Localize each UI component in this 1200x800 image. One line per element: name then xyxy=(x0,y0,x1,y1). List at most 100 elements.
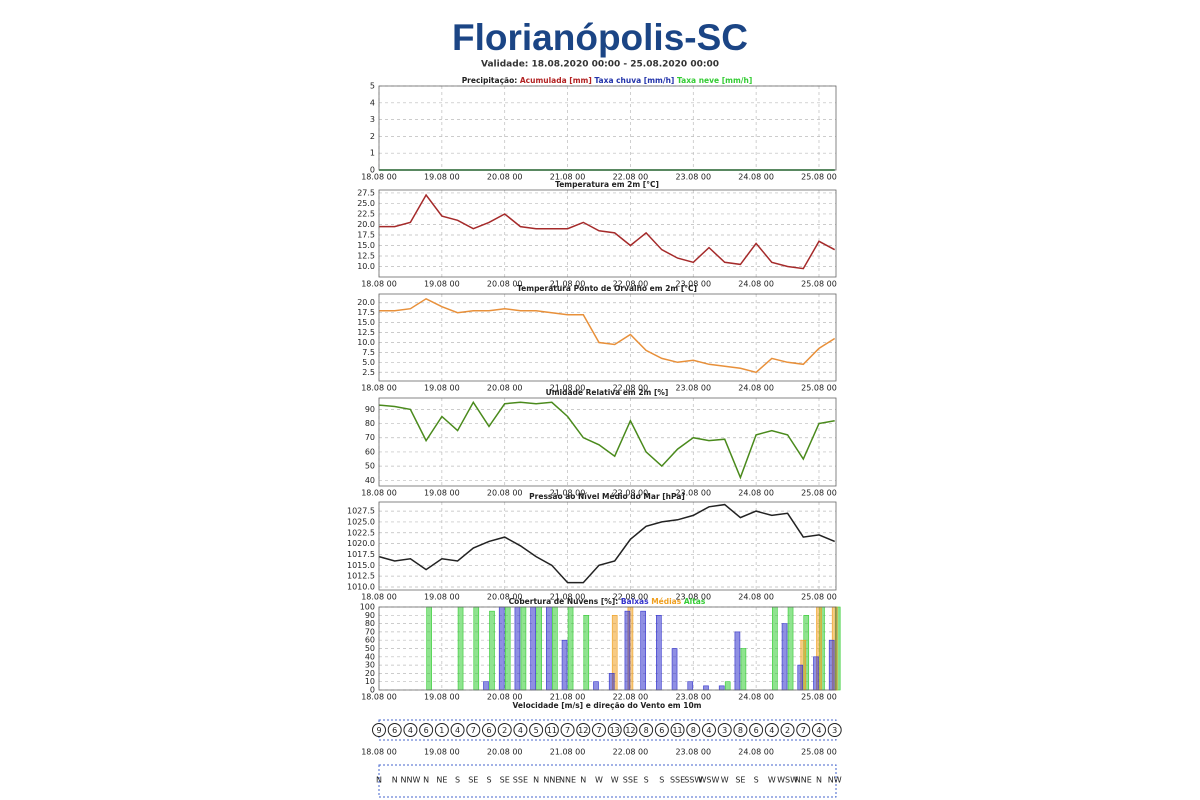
wind-speed-marker xyxy=(434,723,449,737)
wind-direction: SSE xyxy=(623,776,638,785)
wind-direction: NNE xyxy=(795,776,812,785)
x-tick-label: 24.08 00 xyxy=(738,173,774,182)
wind-speed-label: 6 xyxy=(424,726,429,735)
wind-speed-label: 1 xyxy=(439,726,444,735)
wind-speed-label: 11 xyxy=(672,726,682,735)
wind-speed-label: 7 xyxy=(471,726,476,735)
wind-speed-marker xyxy=(544,723,559,737)
y-tick-label: 4 xyxy=(370,98,375,107)
wind-speed-marker xyxy=(560,723,575,737)
cloud-bar xyxy=(498,606,505,691)
y-tick-label: 15.0 xyxy=(357,318,375,327)
wind-speed-marker xyxy=(607,723,622,737)
wind-direction: N xyxy=(816,776,822,785)
cloud-bar xyxy=(740,648,747,691)
wind-speed-label: 9 xyxy=(376,726,381,735)
y-tick-label: 50 xyxy=(365,644,375,653)
y-tick-label: 2 xyxy=(370,132,375,141)
cloud-bar xyxy=(624,610,631,691)
cloud-bar xyxy=(457,606,464,691)
panel-title-text: Temperatura Ponto de Orvalho em 2m [°C] xyxy=(517,284,697,293)
x-tick-label: 20.08 00 xyxy=(487,384,523,393)
wind-speed-label: 3 xyxy=(722,726,727,735)
wind-direction: S xyxy=(659,776,664,785)
wind-speed-marker xyxy=(811,723,826,737)
x-tick-label: 23.08 00 xyxy=(675,593,711,602)
wind-speed-marker xyxy=(717,723,732,737)
wind-direction: N xyxy=(533,776,539,785)
plot-frame xyxy=(378,189,837,278)
y-tick-label: 5 xyxy=(370,82,375,91)
y-tick-label: 17.5 xyxy=(357,308,375,317)
cloud-bar xyxy=(718,685,725,691)
panel-title-text: Umidade Relativa em 2m [%] xyxy=(546,388,669,397)
x-tick-label: 20.08 00 xyxy=(487,693,523,702)
wind-direction: S xyxy=(486,776,491,785)
y-tick-label: 22.5 xyxy=(357,209,375,218)
wind-direction: WSW xyxy=(777,776,798,785)
cloud-bar xyxy=(640,610,646,691)
cloud-bar xyxy=(426,606,432,691)
y-tick-label: 12.5 xyxy=(357,328,375,337)
wind-speed-marker xyxy=(639,723,654,737)
cloud-bar xyxy=(489,610,495,691)
wind-speed-marker xyxy=(466,723,481,737)
wind-direction: NE xyxy=(436,776,447,785)
x-tick-label: 18.08 00 xyxy=(361,748,397,757)
y-tick-label: 20.0 xyxy=(357,298,375,307)
series-line xyxy=(378,503,835,584)
cloud-bar xyxy=(734,631,741,691)
x-tick-label: 19.08 00 xyxy=(424,693,460,702)
legend-entry: Altas xyxy=(684,597,706,606)
cloud-bar xyxy=(504,606,511,691)
x-tick-label: 23.08 00 xyxy=(675,384,711,393)
wind-direction: W xyxy=(595,776,603,785)
wind-direction: S xyxy=(455,776,460,785)
x-tick-label: 20.08 00 xyxy=(487,173,523,182)
legend-entry: Taxa chuva [mm/h] xyxy=(594,76,674,85)
wind-speed-label: 8 xyxy=(644,726,649,735)
x-tick-label: 25.08 00 xyxy=(801,748,837,757)
cloud-bar xyxy=(593,681,599,691)
wind-speed-label: 2 xyxy=(502,726,507,735)
wind-speed-marker xyxy=(419,723,434,737)
y-tick-label: 70 xyxy=(365,627,375,636)
cloud-bar xyxy=(536,606,542,691)
y-tick-label: 3 xyxy=(370,115,375,124)
y-tick-label: 1027.5 xyxy=(347,507,375,516)
wind-direction: SSW xyxy=(684,776,702,785)
wind-speed-marker xyxy=(749,723,764,737)
x-tick-label: 23.08 00 xyxy=(675,693,711,702)
x-tick-label: 25.08 00 xyxy=(801,489,837,498)
cloud-bar xyxy=(813,656,819,691)
wind-speed-label: 6 xyxy=(392,726,397,735)
wind-speed-marker xyxy=(796,723,811,737)
y-tick-label: 80 xyxy=(365,419,375,428)
x-tick-label: 20.08 00 xyxy=(487,280,523,289)
wind-speed-label: 4 xyxy=(769,726,774,735)
wind-speed-label: 3 xyxy=(832,726,837,735)
cloud-bar xyxy=(671,648,678,691)
x-tick-label: 18.08 00 xyxy=(361,489,397,498)
y-tick-label: 25.0 xyxy=(357,199,375,208)
y-tick-label: 90 xyxy=(365,405,375,414)
x-tick-label: 24.08 00 xyxy=(738,748,774,757)
panel-title-text: Precipitação: xyxy=(462,76,518,85)
y-tick-label: 1017.5 xyxy=(347,550,375,559)
y-tick-label: 20.0 xyxy=(357,220,375,229)
x-tick-label: 22.08 00 xyxy=(613,593,649,602)
cloud-bar xyxy=(483,681,489,691)
y-tick-label: 10.0 xyxy=(357,338,375,347)
wind-speed-marker xyxy=(576,723,591,737)
x-tick-label: 21.08 00 xyxy=(550,693,586,702)
y-tick-label: 15.0 xyxy=(357,241,375,250)
wind-speed-marker xyxy=(701,723,716,737)
y-tick-label: 1025.0 xyxy=(347,517,375,526)
direction-box xyxy=(378,764,837,798)
x-tick-label: 19.08 00 xyxy=(424,384,460,393)
x-tick-label: 19.08 00 xyxy=(424,280,460,289)
wind-speed-label: 11 xyxy=(547,726,557,735)
wind-speed-label: 8 xyxy=(691,726,696,735)
x-tick-label: 21.08 00 xyxy=(550,173,586,182)
cloud-bar xyxy=(724,681,731,691)
